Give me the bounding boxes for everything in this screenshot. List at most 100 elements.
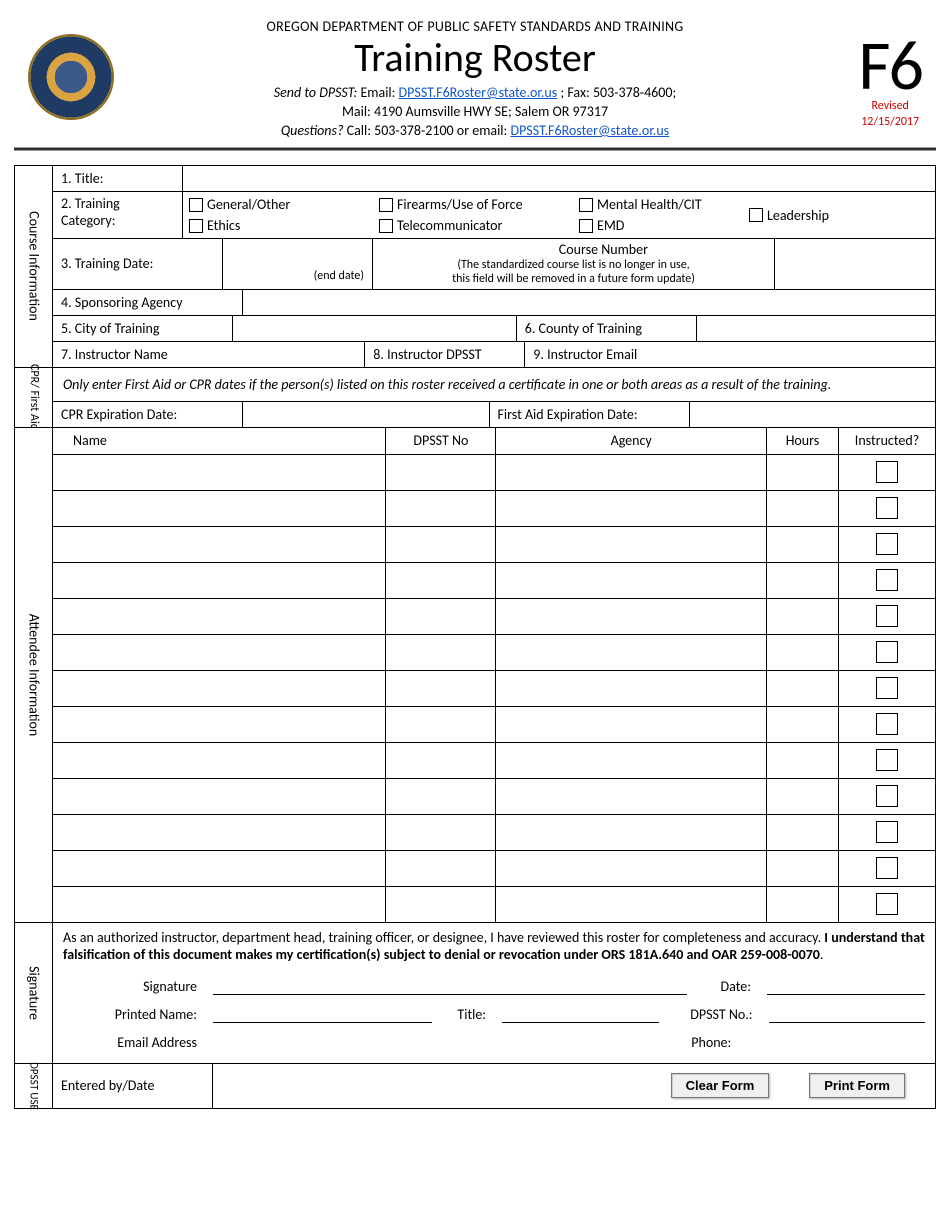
course-number-input[interactable] — [775, 239, 935, 289]
attendee-dpsst-input[interactable] — [386, 455, 496, 490]
attendee-instructed-checkbox[interactable] — [876, 713, 898, 735]
attendee-agency-input[interactable] — [496, 743, 767, 778]
sig-email-input[interactable] — [213, 1033, 657, 1051]
attendee-hours-input[interactable] — [767, 599, 839, 634]
attendee-dpsst-input[interactable] — [386, 671, 496, 706]
attendee-dpsst-input[interactable] — [386, 887, 496, 922]
attendee-hours-input[interactable] — [767, 527, 839, 562]
attendee-name-input[interactable] — [53, 671, 386, 706]
attendee-instructed-checkbox[interactable] — [876, 533, 898, 555]
attendee-name-input[interactable] — [53, 887, 386, 922]
attendee-hours-input[interactable] — [767, 887, 839, 922]
attendee-hours-input[interactable] — [767, 707, 839, 742]
table-row — [53, 779, 935, 815]
button-row: Clear Form Print Form — [213, 1064, 935, 1108]
attendee-agency-input[interactable] — [496, 599, 767, 634]
chk-firearms[interactable]: Firearms/Use of Force — [379, 196, 563, 213]
attendee-dpsst-input[interactable] — [386, 707, 496, 742]
attendee-name-input[interactable] — [53, 851, 386, 886]
cpr-exp-input[interactable] — [243, 402, 490, 427]
form-code-block: F6 Revised 12/15/2017 — [858, 34, 922, 130]
section-label-cpr: CPR/ First Aid — [15, 368, 53, 427]
sig-dpsst-input[interactable] — [769, 1005, 925, 1023]
questions-email-link[interactable]: DPSST.F6Roster@state.or.us — [510, 122, 669, 139]
chk-mental[interactable]: Mental Health/CIT — [579, 196, 733, 213]
attendee-instructed-checkbox[interactable] — [876, 821, 898, 843]
attendee-instructed-checkbox[interactable] — [876, 605, 898, 627]
sig-date-input[interactable] — [767, 977, 925, 995]
agency-input[interactable] — [243, 290, 935, 315]
attendee-name-input[interactable] — [53, 491, 386, 526]
title-input[interactable] — [183, 166, 935, 191]
attendee-hours-input[interactable] — [767, 743, 839, 778]
attendee-agency-input[interactable] — [496, 635, 767, 670]
attendee-agency-input[interactable] — [496, 779, 767, 814]
city-input[interactable] — [233, 316, 517, 341]
attendee-instructed-checkbox[interactable] — [876, 641, 898, 663]
attendee-hours-input[interactable] — [767, 455, 839, 490]
sig-printed-input[interactable] — [213, 1005, 432, 1023]
attendee-instructed-checkbox[interactable] — [876, 785, 898, 807]
section-label-dpsst-use: DPSST USE — [15, 1064, 53, 1108]
attendee-name-input[interactable] — [53, 707, 386, 742]
attendee-instructed-checkbox[interactable] — [876, 677, 898, 699]
chk-ethics[interactable]: Ethics — [189, 217, 363, 234]
attendee-name-input[interactable] — [53, 455, 386, 490]
attendee-dpsst-input[interactable] — [386, 815, 496, 850]
col-name: Name — [53, 428, 386, 454]
attendee-instructed-checkbox[interactable] — [876, 497, 898, 519]
attendee-hours-input[interactable] — [767, 671, 839, 706]
attendee-dpsst-input[interactable] — [386, 491, 496, 526]
attendee-instructed-checkbox[interactable] — [876, 893, 898, 915]
attendee-instructed-checkbox[interactable] — [876, 749, 898, 771]
print-form-button[interactable]: Print Form — [809, 1073, 905, 1098]
attendee-agency-input[interactable] — [496, 491, 767, 526]
county-input[interactable] — [697, 316, 935, 341]
attendee-hours-input[interactable] — [767, 851, 839, 886]
chk-general[interactable]: General/Other — [189, 196, 363, 213]
attendee-instructed-checkbox[interactable] — [876, 569, 898, 591]
attendee-dpsst-input[interactable] — [386, 563, 496, 598]
attendee-name-input[interactable] — [53, 563, 386, 598]
attendee-dpsst-input[interactable] — [386, 743, 496, 778]
chk-leadership[interactable]: Leadership — [749, 207, 925, 224]
attendee-dpsst-input[interactable] — [386, 527, 496, 562]
attendee-dpsst-input[interactable] — [386, 779, 496, 814]
attendee-instructed-checkbox[interactable] — [876, 461, 898, 483]
attendee-name-input[interactable] — [53, 635, 386, 670]
firstaid-exp-input[interactable] — [690, 402, 936, 427]
attendee-agency-input[interactable] — [496, 455, 767, 490]
attendee-name-input[interactable] — [53, 779, 386, 814]
attendee-dpsst-input[interactable] — [386, 635, 496, 670]
attendee-agency-input[interactable] — [496, 815, 767, 850]
sig-signature-input[interactable] — [213, 977, 687, 995]
attendee-agency-input[interactable] — [496, 563, 767, 598]
attendee-hours-input[interactable] — [767, 491, 839, 526]
attendee-instructed-checkbox[interactable] — [876, 857, 898, 879]
attendee-agency-input[interactable] — [496, 851, 767, 886]
attendee-agency-input[interactable] — [496, 527, 767, 562]
chk-emd[interactable]: EMD — [579, 217, 733, 234]
attendee-agency-input[interactable] — [496, 671, 767, 706]
attendee-dpsst-input[interactable] — [386, 599, 496, 634]
attendee-instructed-cell — [839, 851, 935, 886]
attendee-agency-input[interactable] — [496, 887, 767, 922]
attendee-name-input[interactable] — [53, 815, 386, 850]
attendee-name-input[interactable] — [53, 599, 386, 634]
table-row — [53, 635, 935, 671]
attendee-hours-input[interactable] — [767, 563, 839, 598]
attendee-dpsst-input[interactable] — [386, 851, 496, 886]
attendee-hours-input[interactable] — [767, 779, 839, 814]
attendee-hours-input[interactable] — [767, 635, 839, 670]
send-email-link[interactable]: DPSST.F6Roster@state.or.us — [399, 84, 558, 101]
clear-form-button[interactable]: Clear Form — [671, 1073, 770, 1098]
attendee-name-input[interactable] — [53, 527, 386, 562]
sig-phone-input[interactable] — [747, 1033, 925, 1051]
sig-printed-label: Printed Name: — [63, 1006, 203, 1023]
attendee-name-input[interactable] — [53, 743, 386, 778]
attendee-agency-input[interactable] — [496, 707, 767, 742]
sig-title-input[interactable] — [502, 1005, 658, 1023]
training-date-input[interactable]: (end date) — [223, 239, 373, 289]
attendee-hours-input[interactable] — [767, 815, 839, 850]
chk-telecom[interactable]: Telecommunicator — [379, 217, 563, 234]
